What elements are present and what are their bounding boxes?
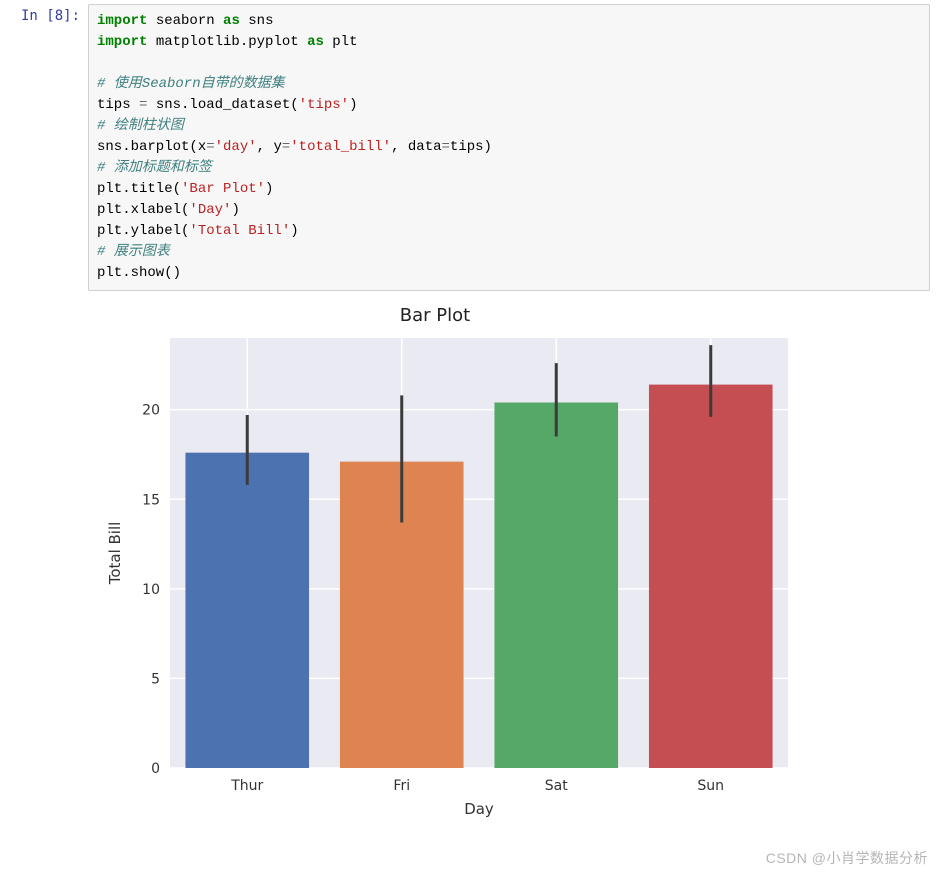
svg-text:10: 10 xyxy=(142,582,160,598)
output-chart: Bar Plot 05101520ThurFriSatSunDayTotal B… xyxy=(88,305,942,818)
string-literal: 'total_bill' xyxy=(290,139,391,155)
prompt-count: [8]: xyxy=(46,8,80,24)
bar xyxy=(185,453,309,768)
xtick-label: Fri xyxy=(393,778,410,794)
string-literal: 'day' xyxy=(215,139,257,155)
string-literal: 'tips' xyxy=(299,97,349,113)
code-comment: # 使用Seaborn自带的数据集 xyxy=(97,76,285,92)
code-editor[interactable]: import seaborn as sns import matplotlib.… xyxy=(88,4,930,291)
code-comment: # 展示图表 xyxy=(97,244,170,260)
x-axis-label: Day xyxy=(464,800,494,818)
code-comment: # 添加标题和标签 xyxy=(97,160,212,176)
svg-text:15: 15 xyxy=(142,492,160,508)
bar-chart: 0 5 10 15 20 Thur Fri Sat Sun Day Total Bill xyxy=(88,328,794,818)
string-literal: 'Total Bill' xyxy=(189,223,290,239)
keyword-as: as xyxy=(307,34,324,50)
keyword-as: as xyxy=(223,13,240,29)
code-comment: # 绘制柱状图 xyxy=(97,118,184,134)
watermark: CSDN @小肖学数据分析 xyxy=(766,848,928,868)
svg-text:20: 20 xyxy=(142,403,160,419)
string-literal: 'Bar Plot' xyxy=(181,181,265,197)
chart-title: Bar Plot xyxy=(82,305,788,326)
input-prompt: In [8]: xyxy=(0,4,88,24)
keyword-import: import xyxy=(97,13,147,29)
notebook-cell: In [8]: import seaborn as sns import mat… xyxy=(0,0,942,291)
xtick-label: Sun xyxy=(697,778,724,794)
string-literal: 'Day' xyxy=(189,202,231,218)
prompt-label: In xyxy=(21,8,38,24)
xtick-label: Thur xyxy=(230,778,263,794)
y-axis-label: Total Bill xyxy=(106,522,124,586)
bar xyxy=(494,403,618,769)
svg-text:0: 0 xyxy=(151,761,160,777)
svg-text:5: 5 xyxy=(151,671,160,687)
bar xyxy=(649,385,773,768)
xtick-label: Sat xyxy=(545,778,568,794)
keyword-import: import xyxy=(97,34,147,50)
